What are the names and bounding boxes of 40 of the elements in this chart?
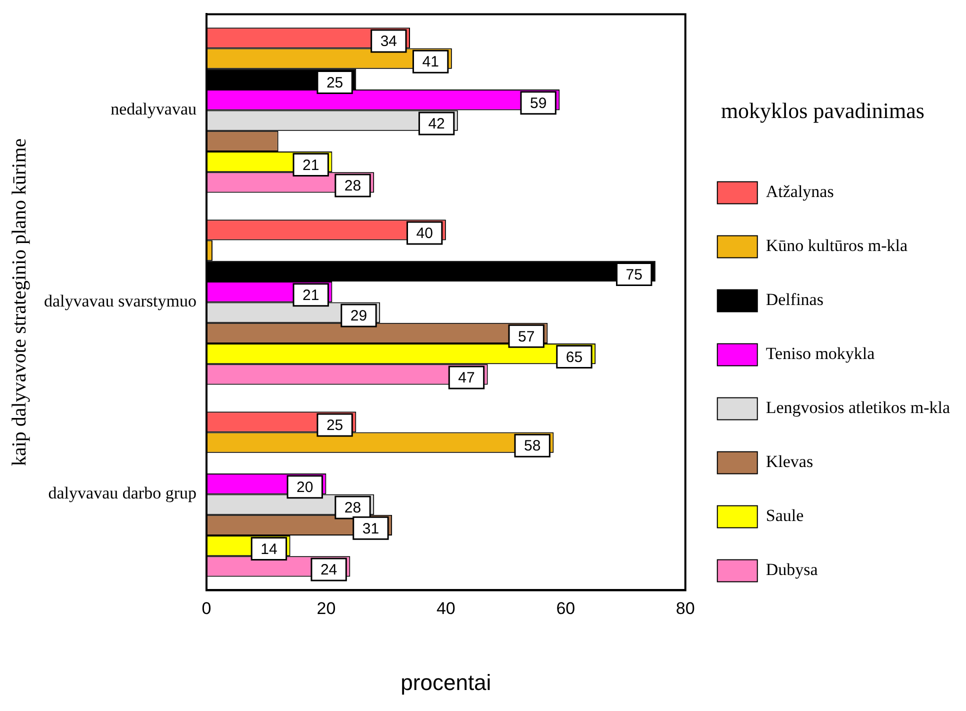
- y-tick-label: dalyvavau svarstymuo: [44, 292, 196, 311]
- data-label: 14: [260, 540, 278, 558]
- x-tick-label: 20: [316, 599, 336, 618]
- data-label: 29: [350, 308, 368, 325]
- x-tick-label: 40: [436, 599, 456, 618]
- data-label: 59: [530, 95, 547, 112]
- legend-label: Delfinas: [766, 290, 824, 310]
- legend-label: Teniso mokykla: [766, 344, 876, 364]
- data-label: 24: [320, 562, 338, 579]
- data-label: 65: [566, 348, 583, 366]
- legend-label: Dubysa: [766, 560, 818, 580]
- legend-label: Klevas: [766, 452, 814, 472]
- legend-label: Lengvosios atletikos m-kla: [766, 398, 950, 418]
- x-tick-label: 80: [676, 599, 695, 618]
- data-label: 31: [362, 520, 380, 538]
- y-tick-label: nedalyvavau: [110, 100, 197, 119]
- legend-label: Saule: [766, 506, 804, 526]
- legend-title: mokyklos pavadinimas: [720, 98, 924, 124]
- data-label: 42: [428, 116, 445, 133]
- data-label: 41: [422, 54, 439, 71]
- data-label: 25: [326, 74, 344, 92]
- legend-label: Atžalynas: [766, 182, 834, 202]
- data-label: 20: [296, 479, 314, 496]
- data-label: 34: [380, 33, 398, 50]
- data-label: 21: [302, 287, 320, 304]
- data-label: 47: [458, 370, 475, 387]
- data-label: 21: [302, 156, 320, 174]
- legend-label: Kūno kultūros m-kla: [766, 236, 908, 256]
- data-label: 25: [326, 417, 344, 434]
- data-label: 57: [518, 328, 535, 346]
- data-label: 75: [626, 266, 642, 284]
- data-label: 40: [416, 225, 433, 242]
- data-label: 58: [524, 438, 541, 455]
- x-tick-label: 0: [202, 599, 212, 618]
- y-axis-title: kaip dalyvavote strateginio plano kūrime: [8, 138, 30, 466]
- x-tick-label: 60: [556, 599, 576, 618]
- x-axis-title: procentai: [400, 670, 492, 695]
- data-label: 28: [344, 500, 362, 517]
- data-label: 28: [344, 178, 362, 195]
- y-tick-label: dalyvavau darbo grup: [48, 484, 196, 503]
